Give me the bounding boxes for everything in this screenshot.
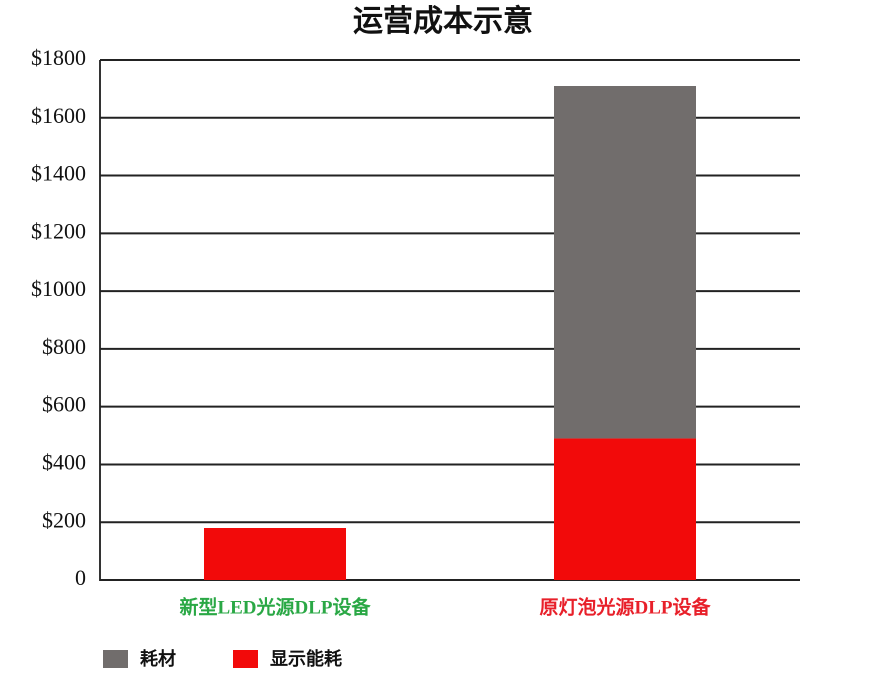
- legend-label: 耗材: [140, 648, 176, 670]
- legend-swatch: [233, 650, 258, 668]
- bar-segment: [204, 528, 346, 580]
- bar-segment: [554, 86, 696, 439]
- legend-label: 显示能耗: [270, 648, 342, 670]
- legend-swatch: [103, 650, 128, 668]
- y-tick-label: $1600: [31, 103, 86, 128]
- y-tick-label: $600: [42, 392, 86, 417]
- y-tick-label: 0: [75, 565, 86, 590]
- y-tick-label: $800: [42, 334, 86, 359]
- x-tick-label: 新型LED光源DLP设备: [179, 595, 371, 618]
- y-tick-label: $1800: [31, 45, 86, 70]
- chart-title: 运营成本示意: [353, 4, 533, 38]
- y-tick-label: $200: [42, 507, 86, 532]
- bar-segment: [554, 438, 696, 580]
- y-tick-label: $1200: [31, 218, 86, 243]
- y-tick-label: $1400: [31, 161, 86, 186]
- y-tick-label: $1000: [31, 276, 86, 301]
- y-tick-label: $400: [42, 449, 86, 474]
- x-tick-label: 原灯泡光源DLP设备: [539, 595, 711, 618]
